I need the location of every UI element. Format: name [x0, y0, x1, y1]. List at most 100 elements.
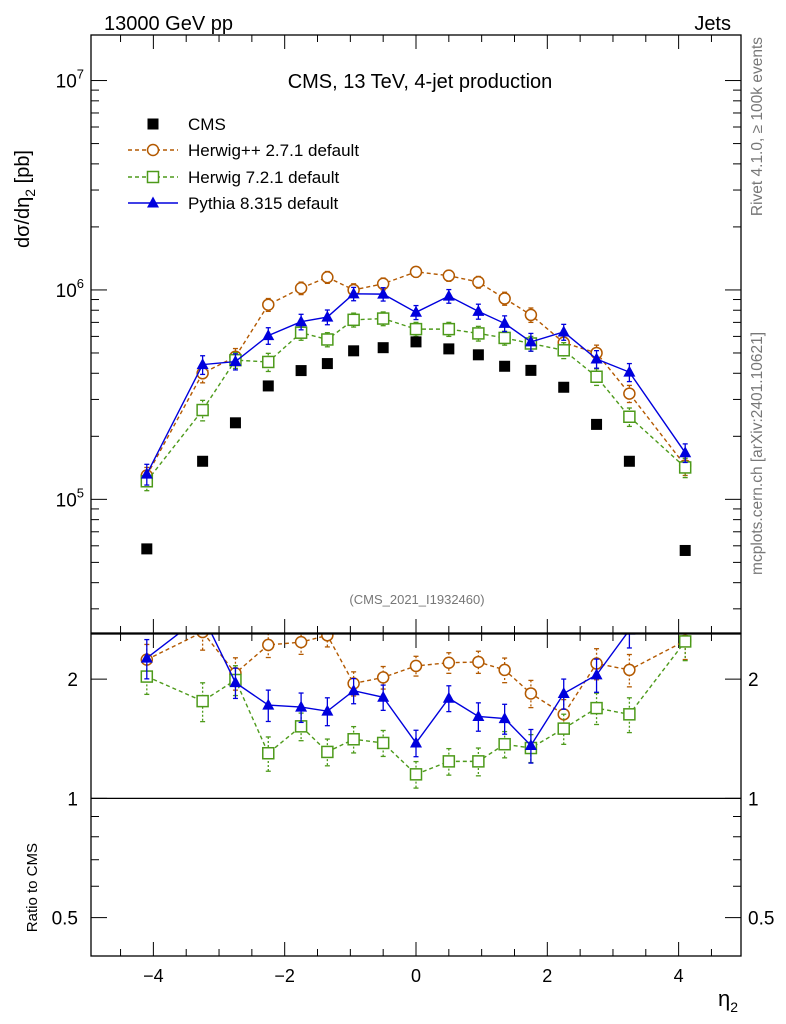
ratio-point-pythia-8-315-default — [197, 609, 209, 620]
data-point-cms — [623, 455, 635, 467]
data-point-cms — [295, 365, 307, 377]
ratio-point-pythia-8-315-default — [472, 709, 485, 721]
data-point-herwig-7-2-1-default — [321, 333, 334, 346]
legend-marker-cms — [147, 118, 159, 130]
ratio-point-herwig-2-7-1-default — [623, 663, 636, 677]
x-tick-label: 2 — [542, 966, 552, 986]
series-line-pythia-8-315-default — [146, 293, 686, 475]
ratio-point-pythia-8-315-default — [557, 686, 570, 698]
data-point-herwig-7-2-1-default — [557, 344, 570, 357]
data-point-pythia-8-315-default — [377, 287, 390, 299]
data-point-herwig-2-7-1-default — [524, 308, 538, 322]
ratio-point-herwig-2-7-1-default — [442, 656, 456, 669]
ratio-point-pythia-8-315-default — [410, 736, 422, 748]
data-point-herwig-2-7-1-default — [498, 292, 511, 305]
ratio-point-pythia-8-315-default — [524, 738, 537, 750]
data-point-pythia-8-315-default — [229, 355, 242, 367]
data-point-pythia-8-315-default — [321, 310, 334, 322]
ratio-tick-label-left: 1 — [67, 789, 78, 810]
data-point-cms — [141, 543, 153, 555]
ratio-point-herwig-7-2-1-default — [623, 708, 636, 721]
legend-label-herwig-7-2-1-default: Herwig 7.2.1 default — [188, 168, 339, 187]
y-tick-label: 105 — [56, 485, 84, 511]
ratio-point-herwig-7-2-1-default — [557, 722, 570, 735]
data-point-pythia-8-315-default — [472, 304, 485, 316]
data-point-herwig-7-2-1-default — [498, 331, 511, 345]
ratio-point-pythia-8-315-default — [679, 607, 691, 618]
ratio-point-herwig-7-2-1-default — [498, 737, 511, 751]
data-point-pythia-8-315-default — [524, 335, 537, 347]
header-process: 13000 GeV pp — [104, 13, 233, 35]
ratio-point-herwig-2-7-1-default — [262, 638, 275, 652]
data-point-herwig-7-2-1-default — [678, 461, 692, 474]
data-point-cms — [321, 358, 333, 370]
data-point-herwig-7-2-1-default — [347, 313, 360, 327]
data-point-cms — [410, 336, 422, 348]
y-tick-label: 107 — [56, 67, 84, 93]
data-point-herwig-2-7-1-default — [409, 265, 423, 279]
ratio-point-herwig-7-2-1-default — [347, 733, 360, 746]
legend-label-herwig-2-7-1-default: Herwig++ 2.7.1 default — [188, 141, 359, 160]
data-point-herwig-2-7-1-default — [472, 275, 485, 289]
ratio-tick-label-left: 0.5 — [52, 909, 78, 930]
x-tick-label: −4 — [143, 966, 164, 986]
ratio-point-pythia-8-315-default — [321, 704, 334, 716]
data-point-pythia-8-315-default — [295, 315, 308, 327]
ratio-point-pythia-8-315-default — [140, 651, 153, 663]
ratio-frame — [90, 633, 742, 957]
legend: CMS Herwig++ 2.7.1 default Herwig 7.2.1 de… — [128, 115, 359, 213]
ratio-point-herwig-2-7-1-default — [196, 634, 209, 639]
chart-title: CMS, 13 TeV, 4-jet production — [288, 71, 553, 93]
data-point-herwig-7-2-1-default — [472, 327, 485, 340]
ratio-point-pythia-8-315-default — [347, 684, 360, 696]
data-point-herwig-2-7-1-default — [294, 281, 308, 295]
x-tick-label: −2 — [274, 966, 295, 986]
data-point-pythia-8-315-default — [557, 325, 570, 337]
data-point-cms — [197, 455, 209, 467]
legend-marker-pythia-8-315-default — [147, 196, 159, 208]
data-point-herwig-2-7-1-default — [623, 387, 636, 400]
data-point-pythia-8-315-default — [498, 316, 511, 328]
data-point-cms — [443, 343, 455, 355]
ratio-point-pythia-8-315-default — [590, 668, 603, 680]
legend-marker-herwig-2-7-1-default — [146, 143, 160, 157]
data-point-herwig-7-2-1-default — [196, 403, 209, 417]
ratio-point-herwig-2-7-1-default — [524, 687, 538, 700]
rivet-label: Rivet 4.1.0, ≥ 100k events — [749, 37, 766, 216]
ratio-point-herwig-7-2-1-default — [590, 701, 603, 715]
x-tick-label: 4 — [674, 966, 684, 986]
ratio-point-herwig-7-2-1-default — [262, 746, 275, 760]
data-point-pythia-8-315-default — [410, 305, 422, 317]
data-point-pythia-8-315-default — [679, 446, 692, 458]
ratio-point-herwig-2-7-1-default — [472, 655, 485, 669]
data-point-herwig-2-7-1-default — [321, 270, 334, 284]
mcplots-label: mcplots.cern.ch [arXiv:2401.10621] — [749, 332, 766, 575]
ratio-panel-series — [140, 607, 692, 789]
ratio-tick-label-left: 2 — [67, 670, 78, 691]
series-line-herwig-2-7-1-default — [146, 271, 686, 476]
data-point-pythia-8-315-default — [262, 329, 275, 341]
data-point-cms — [472, 349, 484, 361]
data-point-herwig-7-2-1-default — [442, 322, 456, 336]
data-point-herwig-7-2-1-default — [376, 312, 390, 325]
ratio-point-herwig-2-7-1-default — [294, 635, 308, 649]
ratio-point-herwig-7-2-1-default — [376, 736, 390, 750]
data-point-cms — [558, 381, 570, 393]
data-point-herwig-7-2-1-default — [262, 355, 275, 369]
ratio-tick-label-right: 1 — [748, 789, 759, 810]
data-point-cms — [679, 544, 691, 556]
legend-marker-herwig-7-2-1-default — [146, 170, 160, 184]
ratio-point-pythia-8-315-default — [498, 712, 511, 724]
ratio-tick-label-right: 0.5 — [748, 909, 774, 930]
data-point-pythia-8-315-default — [590, 352, 603, 364]
ratio-point-pythia-8-315-default — [442, 691, 455, 703]
data-point-herwig-7-2-1-default — [623, 410, 636, 423]
data-point-pythia-8-315-default — [442, 289, 455, 301]
ratio-point-herwig-7-2-1-default — [321, 745, 334, 759]
data-point-herwig-2-7-1-default — [262, 298, 275, 311]
data-series — [140, 265, 692, 789]
data-point-herwig-2-7-1-default — [442, 269, 456, 282]
ratio-point-herwig-2-7-1-default — [321, 634, 334, 642]
ratio-point-pythia-8-315-default — [377, 690, 390, 702]
